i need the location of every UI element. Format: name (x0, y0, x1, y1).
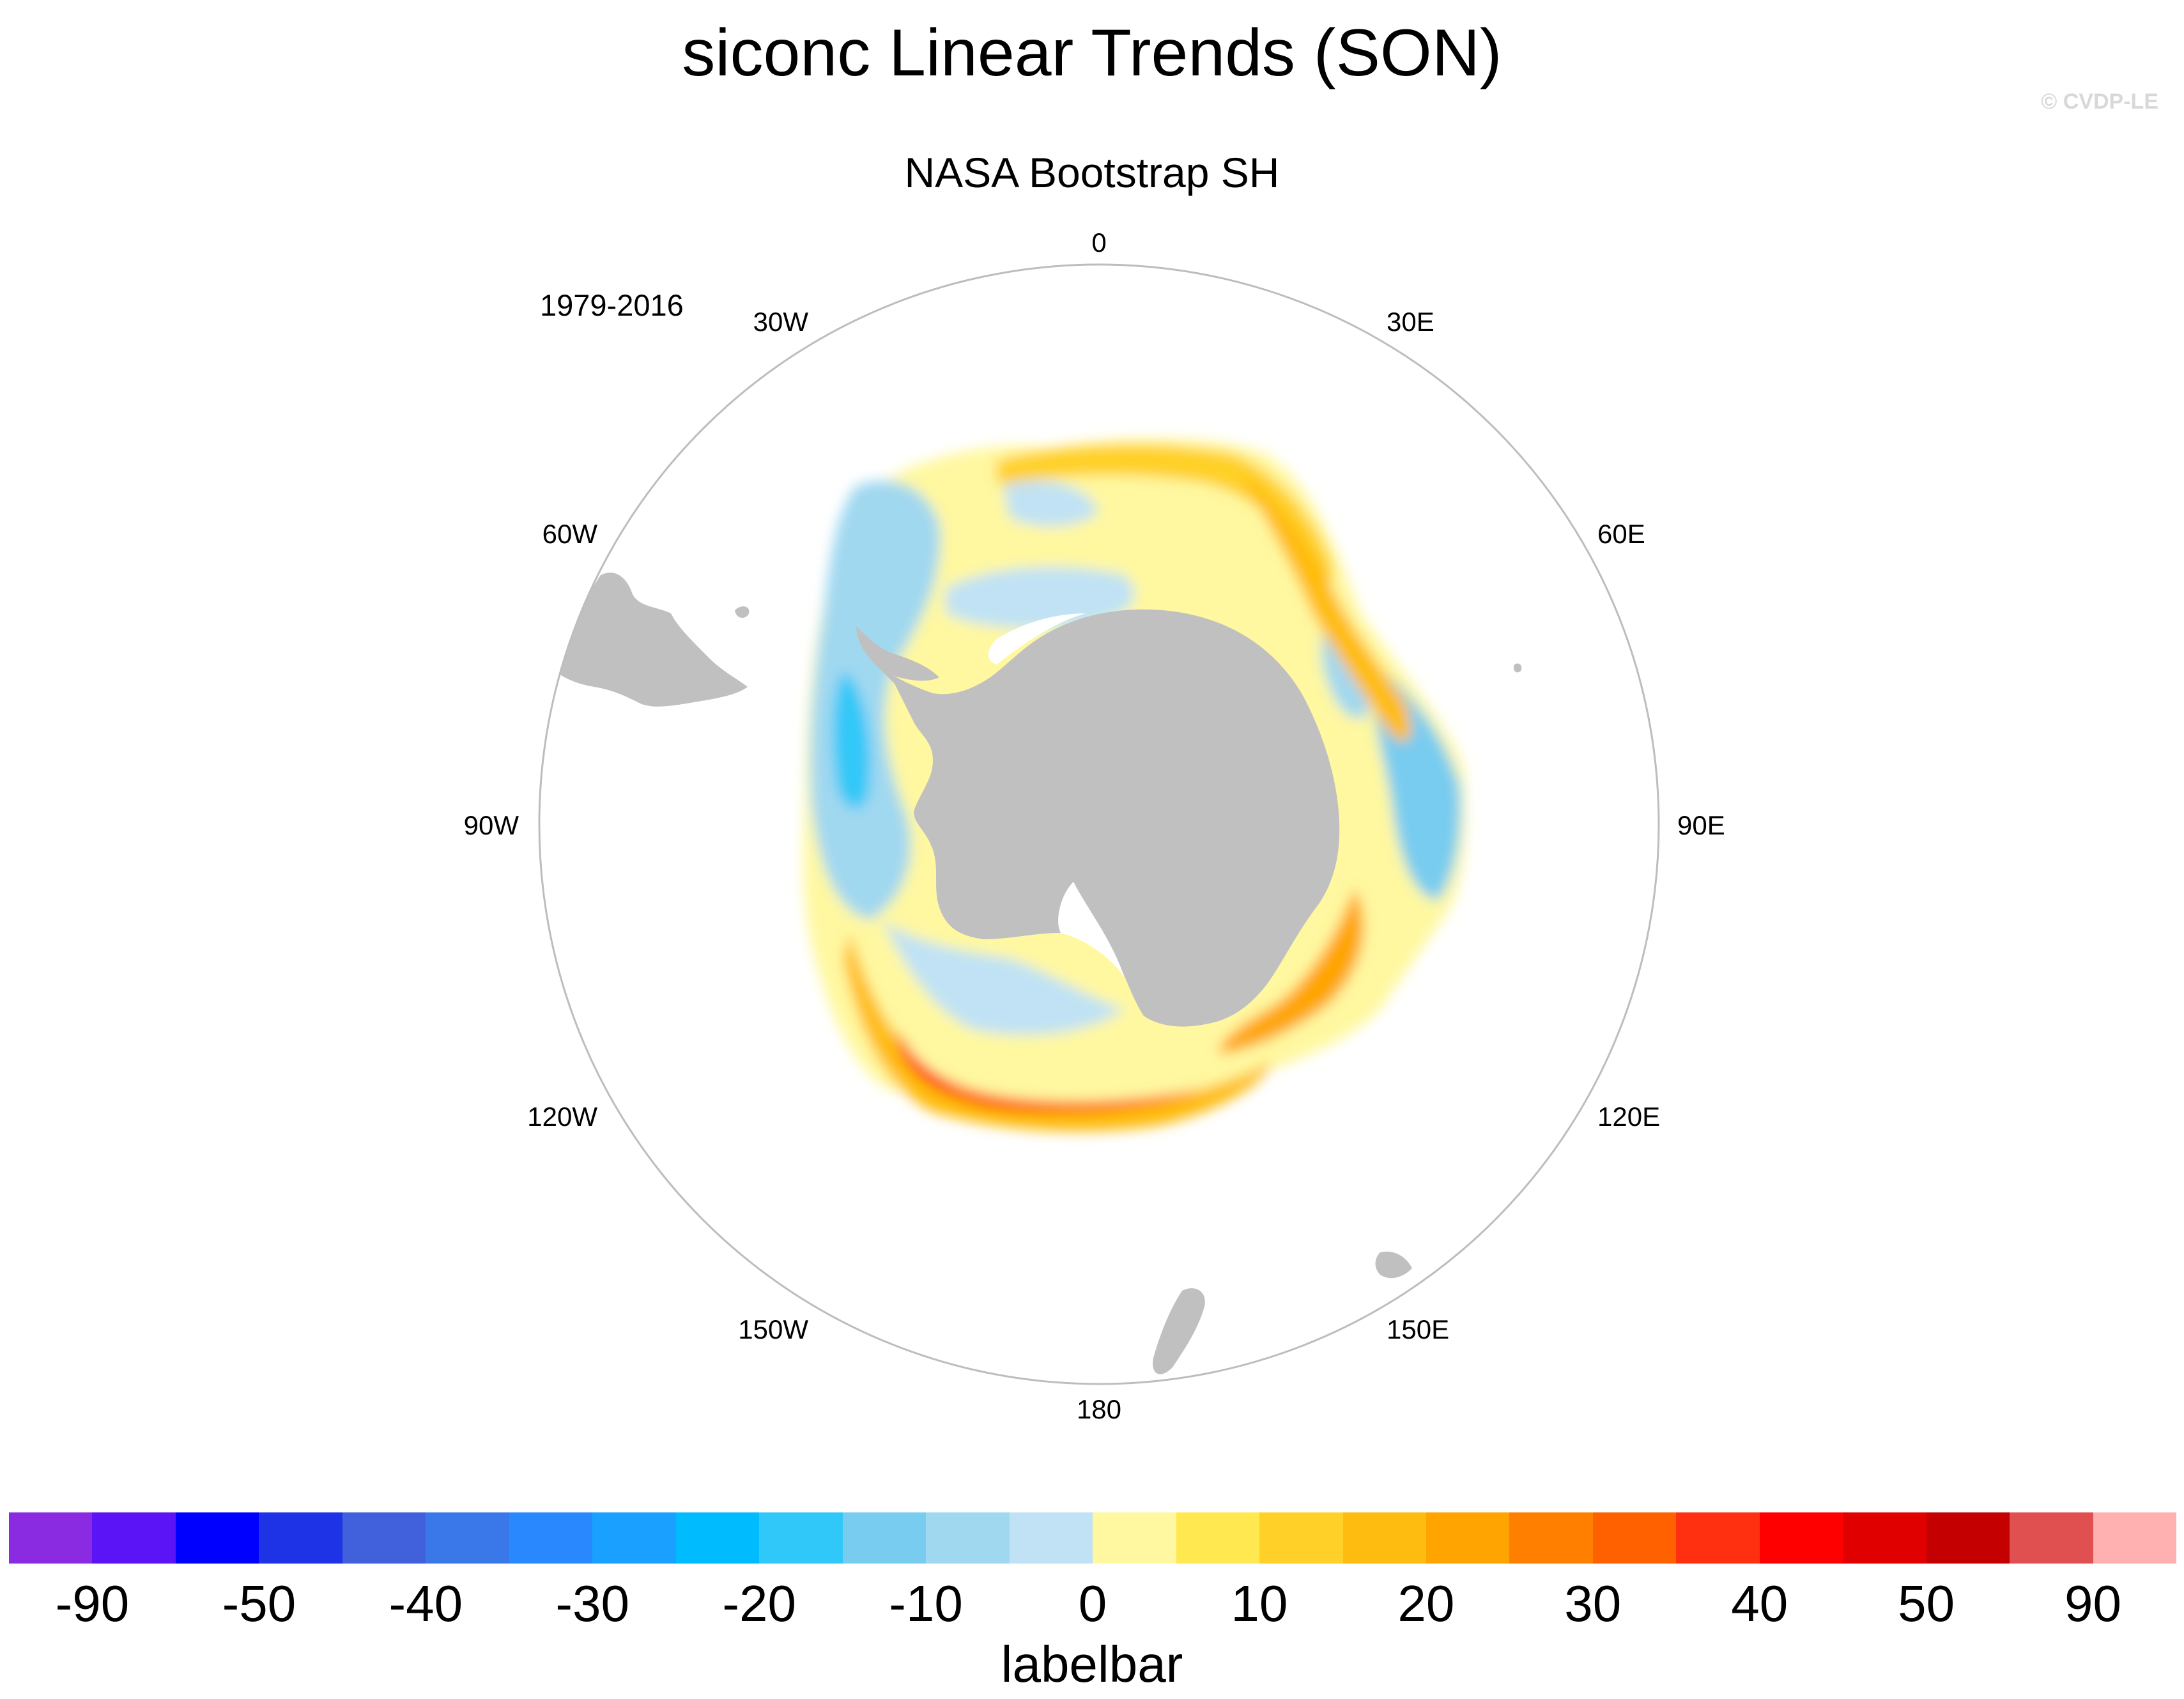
map-frame (538, 263, 1660, 1385)
labelbar-box-6 (509, 1512, 593, 1564)
color-labelbar (9, 1512, 2177, 1564)
weddell-ice-shelf (988, 613, 1086, 665)
labelbar-box-11 (926, 1512, 1010, 1564)
antarctic-peninsula (856, 626, 939, 681)
labelbar-box-22 (1843, 1512, 1926, 1564)
lon-label-90w: 90W (464, 810, 519, 840)
labelbar-tick-12: 90 (2065, 1575, 2122, 1632)
labelbar-tick-0: -90 (55, 1575, 130, 1632)
positive-trend-south-core (895, 1029, 1201, 1113)
labelbar-box-10 (842, 1512, 927, 1564)
labelbar-tick-6: 0 (1078, 1575, 1107, 1632)
labelbar-title: labelbar (1001, 1636, 1183, 1693)
lon-label-150w: 150W (738, 1314, 808, 1344)
lon-label-120e: 120E (1597, 1102, 1660, 1132)
negative-trend-bellingshausen (833, 671, 871, 809)
labelbar-box-14 (1176, 1512, 1260, 1564)
labelbar-box-17 (1426, 1512, 1510, 1564)
labelbar-box-18 (1509, 1512, 1593, 1564)
labelbar-box-8 (675, 1512, 760, 1564)
labelbar-box-20 (1676, 1512, 1760, 1564)
labelbar-tick-3: -30 (555, 1575, 630, 1632)
labelbar-box-1 (92, 1512, 176, 1564)
negative-trend-central-light (946, 566, 1135, 629)
kerguelen (1513, 663, 1522, 673)
labelbar-box-21 (1759, 1512, 1843, 1564)
antarctica-land (875, 609, 1340, 1027)
labelbar-tick-2: -40 (388, 1575, 463, 1632)
figure-title: siconc Linear Trends (SON) (682, 16, 1502, 90)
labelbar-tick-4: -20 (722, 1575, 796, 1632)
labelbar-box-12 (1009, 1512, 1093, 1564)
negative-trend-weddell-west (810, 480, 941, 920)
lon-label-60w: 60W (542, 519, 598, 549)
lon-label-180: 180 (1077, 1394, 1121, 1424)
positive-trend-north-band (997, 445, 1334, 583)
lon-label-30w: 30W (753, 307, 809, 337)
labelbar-box-2 (175, 1512, 259, 1564)
labelbar-tick-1: -50 (222, 1575, 296, 1632)
labelbar-box-23 (1926, 1512, 2010, 1564)
negative-trend-north-light (1003, 480, 1099, 527)
labelbar-tick-11: 50 (1898, 1575, 1955, 1632)
lon-label-150e: 150E (1387, 1314, 1449, 1344)
labelbar-tick-10: 40 (1731, 1575, 1788, 1632)
labelbar-tick-9: 30 (1564, 1575, 1622, 1632)
labelbar-box-0 (9, 1512, 93, 1564)
positive-trend-hotspot (901, 1035, 958, 1088)
labelbar-box-24 (2010, 1512, 2093, 1564)
lon-label-60e: 60E (1597, 519, 1645, 549)
ross-ice-shelf (1058, 882, 1125, 978)
labelbar-tick-5: -10 (889, 1575, 963, 1632)
polar-map: 0 30E 60E 90E 120E 150E 180 150W 120W 90… (464, 227, 1725, 1424)
lon-label-120w: 120W (527, 1102, 597, 1132)
positive-trend-southeast-band (1219, 888, 1364, 1054)
tasmania (1375, 1251, 1412, 1279)
labelbar-box-25 (2093, 1512, 2177, 1564)
labelbar-box-19 (1592, 1512, 1677, 1564)
new-zealand-south-island (1153, 1288, 1205, 1374)
map-subtitle: NASA Bootstrap SH (904, 149, 1280, 196)
map-plot-area (556, 438, 1522, 1374)
labelbar-tick-8: 20 (1397, 1575, 1455, 1632)
labelbar-box-7 (592, 1512, 676, 1564)
labelbar-tick-7: 10 (1231, 1575, 1288, 1632)
labelbar-box-5 (426, 1512, 509, 1564)
labelbar-box-3 (259, 1512, 342, 1564)
lon-label-90e: 90E (1677, 810, 1725, 840)
labelbar-box-16 (1342, 1512, 1426, 1564)
negative-trend-ross-north (882, 920, 1125, 1035)
falkland-islands (735, 606, 750, 618)
lon-label-0: 0 (1091, 227, 1106, 258)
labelbar-box-13 (1093, 1512, 1176, 1564)
lon-label-30e: 30E (1387, 307, 1434, 337)
period-label: 1979-2016 (540, 288, 684, 322)
labelbar-box-4 (342, 1512, 426, 1564)
south-america-land (556, 573, 748, 707)
labelbar-box-9 (759, 1512, 843, 1564)
positive-trend-east-band (1240, 473, 1411, 742)
watermark: © CVDP-LE (2041, 89, 2158, 114)
labelbar-box-15 (1259, 1512, 1343, 1564)
